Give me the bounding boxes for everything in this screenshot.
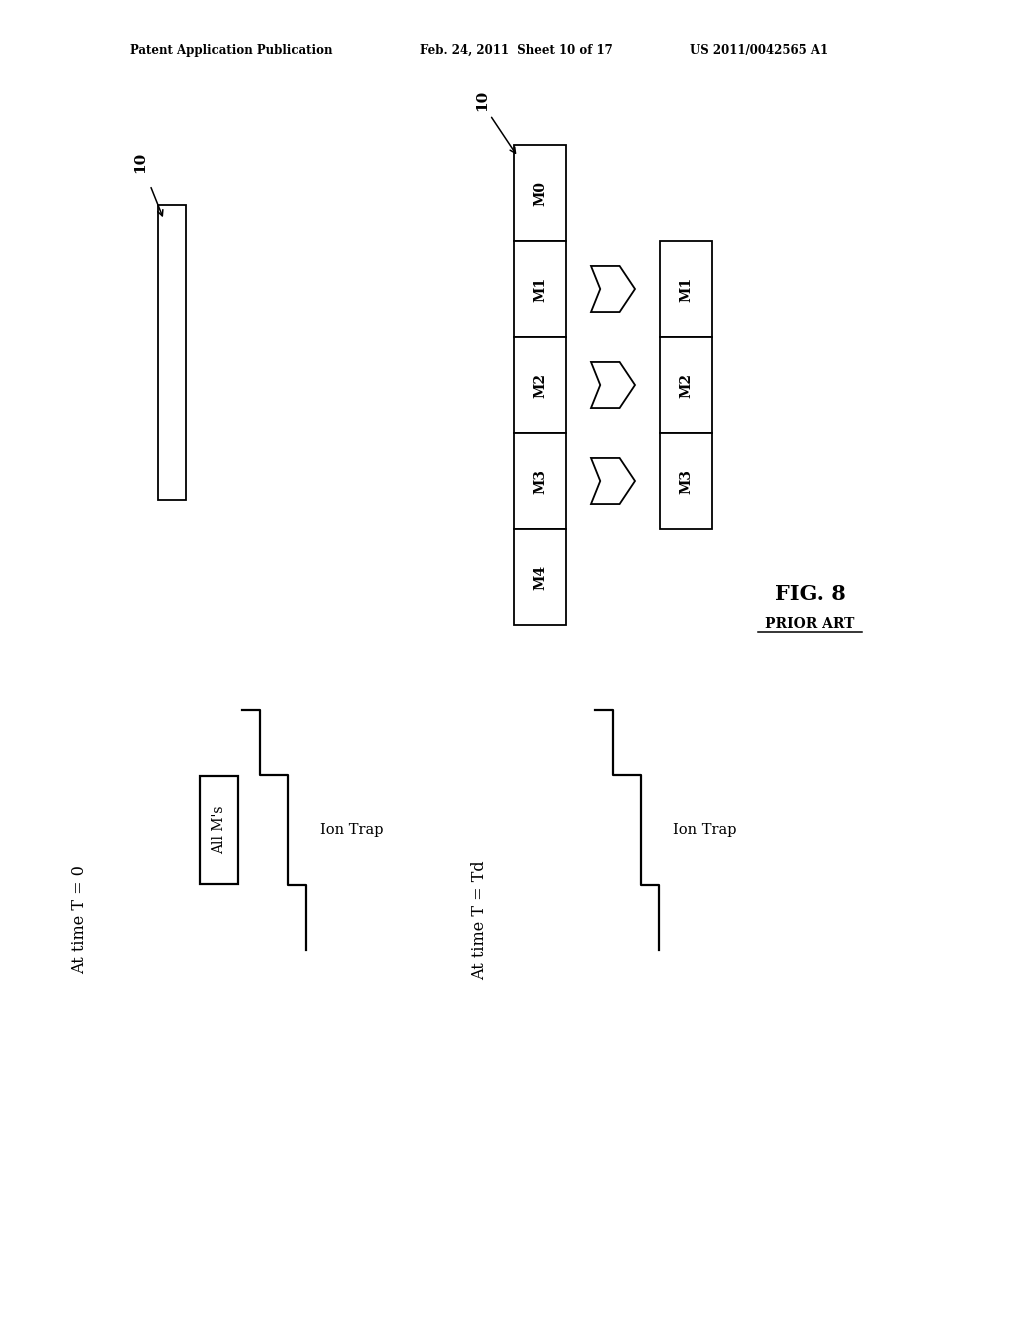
Bar (660, 242, 712, 337)
Text: 10: 10 (475, 90, 489, 111)
Text: M3: M3 (534, 469, 547, 494)
Bar (514, 433, 566, 529)
Text: US 2011/0042565 A1: US 2011/0042565 A1 (690, 44, 828, 57)
Polygon shape (591, 362, 635, 408)
Text: Ion Trap: Ion Trap (673, 822, 736, 837)
Text: PRIOR ART: PRIOR ART (765, 616, 855, 631)
Bar (660, 433, 712, 529)
Bar (514, 529, 566, 624)
Polygon shape (591, 458, 635, 504)
Bar (660, 337, 712, 433)
Polygon shape (591, 265, 635, 312)
Text: At time T = Td: At time T = Td (471, 861, 488, 979)
Bar (514, 337, 566, 433)
Text: 10: 10 (133, 152, 147, 173)
Text: M0: M0 (534, 181, 547, 206)
Bar (514, 242, 566, 337)
Text: M2: M2 (679, 372, 693, 397)
Text: Ion Trap: Ion Trap (319, 822, 384, 837)
Text: M3: M3 (679, 469, 693, 494)
Text: All M's: All M's (212, 805, 226, 854)
Text: M1: M1 (534, 276, 547, 301)
Text: Feb. 24, 2011  Sheet 10 of 17: Feb. 24, 2011 Sheet 10 of 17 (420, 44, 612, 57)
Bar (200, 776, 238, 884)
Bar (158, 205, 186, 500)
Text: At time T = 0: At time T = 0 (72, 866, 88, 974)
Text: M1: M1 (679, 276, 693, 301)
Text: M4: M4 (534, 565, 547, 590)
Text: M2: M2 (534, 372, 547, 397)
Text: Patent Application Publication: Patent Application Publication (130, 44, 333, 57)
Text: FIG. 8: FIG. 8 (774, 583, 846, 605)
Bar (514, 145, 566, 242)
